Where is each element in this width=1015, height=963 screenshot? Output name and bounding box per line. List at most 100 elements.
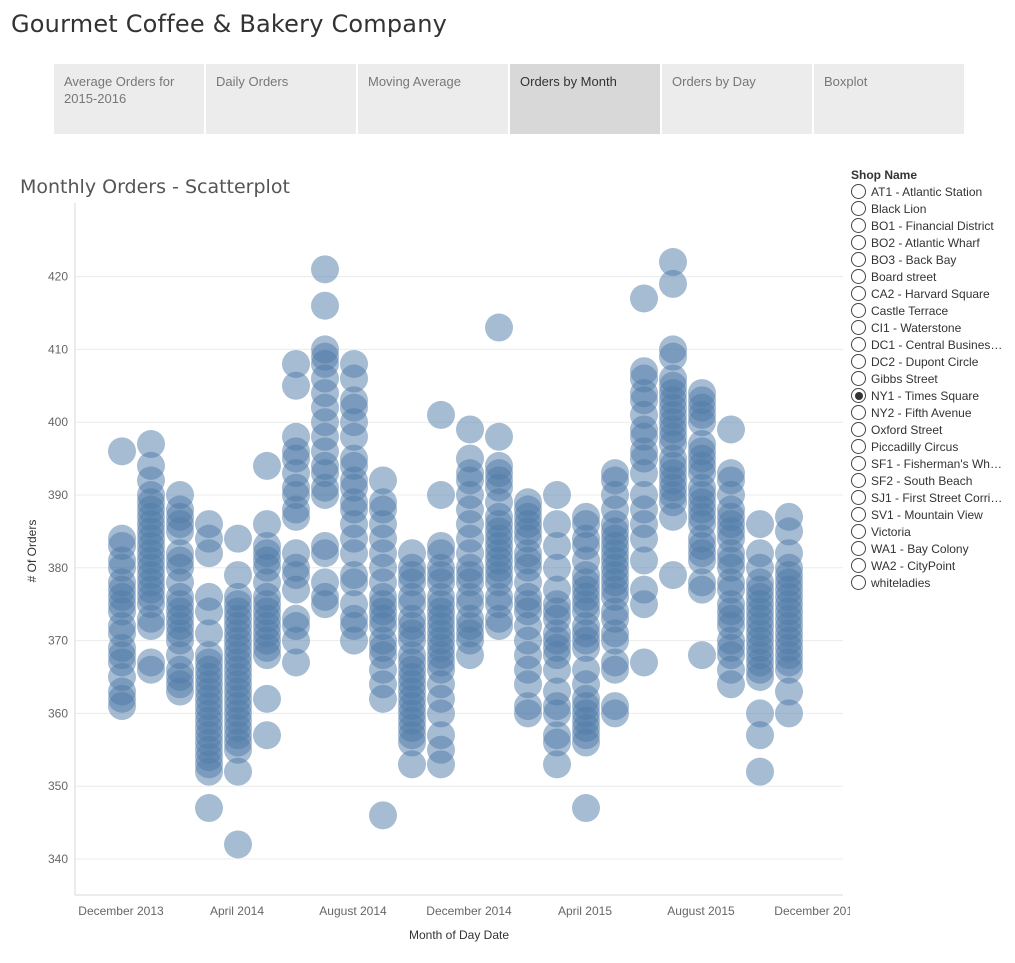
radio-icon[interactable]: [851, 286, 866, 301]
filter-option[interactable]: SV1 - Mountain View: [851, 506, 1011, 523]
data-point[interactable]: [630, 459, 658, 488]
tab-average-orders[interactable]: Average Orders for 2015-2016: [54, 64, 204, 134]
data-point[interactable]: [543, 699, 571, 728]
data-point[interactable]: [340, 568, 368, 597]
data-point[interactable]: [282, 626, 310, 655]
data-point[interactable]: [398, 728, 426, 757]
data-point[interactable]: [572, 728, 600, 757]
data-point[interactable]: [659, 561, 687, 590]
data-point[interactable]: [630, 524, 658, 553]
filter-option[interactable]: WA1 - Bay Colony: [851, 540, 1011, 557]
radio-icon[interactable]: [851, 371, 866, 386]
filter-option[interactable]: DC1 - Central Business District: [851, 336, 1011, 353]
data-point[interactable]: [746, 757, 774, 786]
data-point[interactable]: [253, 721, 281, 750]
data-point[interactable]: [775, 699, 803, 728]
data-point[interactable]: [485, 313, 513, 342]
radio-icon[interactable]: [851, 422, 866, 437]
data-point[interactable]: [427, 481, 455, 509]
data-point[interactable]: [746, 699, 774, 728]
tab-daily-orders[interactable]: Daily Orders: [206, 64, 356, 134]
data-point[interactable]: [224, 830, 252, 859]
data-point[interactable]: [195, 619, 223, 648]
tab-orders-by-month[interactable]: Orders by Month: [510, 64, 660, 134]
data-point[interactable]: [311, 481, 339, 509]
data-point[interactable]: [775, 517, 803, 546]
data-point[interactable]: [630, 284, 658, 313]
radio-icon[interactable]: [851, 439, 866, 454]
radio-icon[interactable]: [851, 490, 866, 505]
radio-icon[interactable]: [851, 507, 866, 522]
filter-option[interactable]: Victoria: [851, 523, 1011, 540]
data-point[interactable]: [340, 626, 368, 655]
data-point[interactable]: [137, 430, 165, 459]
data-point[interactable]: [601, 699, 629, 728]
filter-option[interactable]: Gibbs Street: [851, 370, 1011, 387]
tab-boxplot[interactable]: Boxplot: [814, 64, 964, 134]
data-point[interactable]: [253, 510, 281, 539]
data-point[interactable]: [543, 553, 571, 582]
data-point[interactable]: [543, 655, 571, 684]
data-point[interactable]: [456, 415, 484, 444]
data-point[interactable]: [514, 670, 542, 699]
data-point[interactable]: [688, 575, 716, 604]
data-point[interactable]: [224, 735, 252, 764]
data-point[interactable]: [311, 590, 339, 619]
data-point[interactable]: [137, 655, 165, 684]
data-point[interactable]: [746, 663, 774, 691]
radio-icon[interactable]: [851, 575, 866, 590]
filter-option[interactable]: DC2 - Dupont Circle: [851, 353, 1011, 370]
radio-icon[interactable]: [851, 184, 866, 199]
filter-option[interactable]: BO1 - Financial District: [851, 217, 1011, 234]
data-point[interactable]: [398, 750, 426, 779]
data-point[interactable]: [543, 531, 571, 560]
data-point[interactable]: [659, 342, 687, 371]
data-point[interactable]: [224, 561, 252, 590]
data-point[interactable]: [195, 597, 223, 626]
data-point[interactable]: [485, 422, 513, 451]
filter-option[interactable]: Black Lion: [851, 200, 1011, 217]
data-point[interactable]: [427, 750, 455, 779]
filter-option[interactable]: BO2 - Atlantic Wharf: [851, 234, 1011, 251]
tab-moving-average[interactable]: Moving Average: [358, 64, 508, 134]
data-point[interactable]: [340, 364, 368, 393]
data-point[interactable]: [253, 451, 281, 480]
data-point[interactable]: [630, 590, 658, 619]
data-point[interactable]: [572, 794, 600, 823]
filter-option[interactable]: AT1 - Atlantic Station: [851, 183, 1011, 200]
radio-icon[interactable]: [851, 473, 866, 488]
radio-checked-icon[interactable]: [851, 388, 866, 403]
radio-icon[interactable]: [851, 303, 866, 318]
data-point[interactable]: [253, 641, 281, 670]
data-point[interactable]: [746, 510, 774, 539]
data-point[interactable]: [108, 692, 136, 721]
radio-icon[interactable]: [851, 269, 866, 284]
data-point[interactable]: [195, 757, 223, 786]
data-point[interactable]: [195, 794, 223, 823]
radio-icon[interactable]: [851, 201, 866, 216]
data-point[interactable]: [572, 633, 600, 662]
filter-option[interactable]: Oxford Street: [851, 421, 1011, 438]
filter-option[interactable]: CA2 - Harvard Square: [851, 285, 1011, 302]
radio-icon[interactable]: [851, 252, 866, 267]
data-point[interactable]: [659, 502, 687, 531]
data-point[interactable]: [253, 684, 281, 713]
data-point[interactable]: [775, 677, 803, 706]
data-point[interactable]: [688, 408, 716, 437]
data-point[interactable]: [282, 371, 310, 400]
data-point[interactable]: [659, 269, 687, 298]
radio-icon[interactable]: [851, 320, 866, 335]
data-point[interactable]: [166, 677, 194, 706]
data-point[interactable]: [717, 670, 745, 699]
filter-option[interactable]: NY1 - Times Square: [851, 387, 1011, 404]
data-point[interactable]: [224, 524, 252, 553]
radio-icon[interactable]: [851, 405, 866, 420]
data-point[interactable]: [195, 539, 223, 568]
data-point[interactable]: [311, 291, 339, 320]
data-point[interactable]: [369, 684, 397, 713]
data-point[interactable]: [108, 437, 136, 466]
filter-option[interactable]: whiteladies: [851, 574, 1011, 591]
data-point[interactable]: [688, 641, 716, 670]
data-point[interactable]: [311, 255, 339, 284]
filter-option[interactable]: Board street: [851, 268, 1011, 285]
